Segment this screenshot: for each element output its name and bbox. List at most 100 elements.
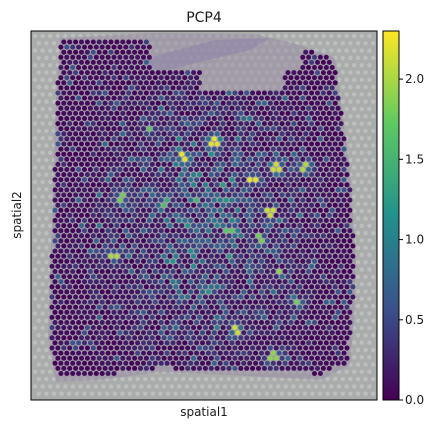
expression-spot xyxy=(247,177,253,183)
expression-spot xyxy=(155,202,161,208)
expression-spot xyxy=(276,167,282,172)
expression-spot xyxy=(270,177,276,183)
expression-spot xyxy=(250,90,256,96)
expression-spot xyxy=(132,59,138,65)
capture-dot xyxy=(371,376,376,382)
expression-spot xyxy=(114,110,120,116)
capture-dot xyxy=(336,48,342,53)
expression-spot xyxy=(99,116,105,121)
expression-spot xyxy=(264,228,270,234)
expression-spot xyxy=(114,151,120,157)
expression-spot xyxy=(173,100,179,106)
expression-spot xyxy=(288,116,294,121)
expression-spot xyxy=(320,59,326,65)
capture-dot xyxy=(124,384,129,389)
expression-spot xyxy=(276,187,282,193)
expression-spot xyxy=(96,80,102,86)
expression-spot xyxy=(185,131,191,137)
expression-spot xyxy=(84,294,90,300)
expression-spot xyxy=(99,146,105,152)
expression-spot xyxy=(341,258,347,264)
expression-spot xyxy=(76,156,82,162)
expression-spot xyxy=(99,177,105,183)
expression-spot xyxy=(235,320,241,325)
expression-spot xyxy=(55,100,61,106)
expression-spot xyxy=(173,233,179,239)
expression-spot xyxy=(250,100,256,106)
expression-spot xyxy=(64,156,70,162)
expression-spot xyxy=(132,274,138,280)
expression-spot xyxy=(261,121,267,127)
expression-spot xyxy=(217,299,223,305)
expression-spot xyxy=(149,131,155,137)
capture-dot xyxy=(89,391,95,396)
expression-spot xyxy=(317,309,323,315)
expression-spot xyxy=(208,243,214,249)
expression-spot xyxy=(120,284,126,290)
expression-spot xyxy=(129,187,135,193)
expression-spot xyxy=(82,330,87,336)
expression-spot xyxy=(129,65,135,70)
expression-spot xyxy=(261,325,267,331)
expression-spot xyxy=(214,90,220,96)
expression-spot xyxy=(264,136,270,142)
capture-dot xyxy=(359,252,364,258)
expression-spot xyxy=(102,294,108,300)
expression-spot xyxy=(76,238,82,244)
expression-spot xyxy=(108,335,114,341)
expression-spot xyxy=(58,75,64,81)
expression-spot xyxy=(73,314,79,320)
expression-spot xyxy=(250,223,256,229)
expression-spot xyxy=(158,167,164,172)
expression-spot xyxy=(111,238,117,244)
expression-spot xyxy=(117,65,123,70)
expression-spot xyxy=(126,110,132,116)
expression-spot xyxy=(111,320,117,325)
expression-spot xyxy=(188,177,194,183)
capture-dot xyxy=(279,391,285,396)
capture-dot xyxy=(268,384,273,389)
expression-spot xyxy=(194,116,200,121)
expression-spot xyxy=(70,218,76,223)
capture-dot xyxy=(165,376,171,382)
expression-spot xyxy=(126,39,132,45)
capture-dot xyxy=(32,194,38,199)
expression-spot xyxy=(164,105,170,111)
capture-dot xyxy=(355,318,361,323)
expression-spot xyxy=(176,146,182,152)
expression-spot xyxy=(117,238,123,244)
expression-spot xyxy=(87,309,93,315)
expression-spot xyxy=(317,105,323,111)
expression-spot xyxy=(261,202,267,208)
expression-spot xyxy=(259,248,264,254)
expression-spot xyxy=(256,274,261,280)
expression-spot xyxy=(76,207,82,213)
expression-spot xyxy=(226,335,232,341)
expression-spot xyxy=(335,136,341,142)
expression-spot xyxy=(170,320,176,325)
expression-spot xyxy=(123,228,129,234)
expression-spot xyxy=(138,192,143,198)
expression-spot xyxy=(214,223,220,229)
capture-dot xyxy=(36,362,41,367)
expression-spot xyxy=(235,187,241,193)
expression-spot xyxy=(76,279,82,285)
expression-spot xyxy=(96,172,102,178)
expression-spot xyxy=(191,202,197,208)
capture-dot xyxy=(298,384,304,389)
expression-spot xyxy=(170,187,176,193)
expression-spot xyxy=(288,238,294,244)
expression-spot xyxy=(232,110,238,116)
expression-spot xyxy=(338,335,344,341)
capture-dot xyxy=(234,376,239,382)
capture-dot xyxy=(348,157,353,163)
expression-spot xyxy=(179,70,185,76)
expression-spot xyxy=(205,126,211,132)
expression-spot xyxy=(323,309,329,315)
expression-spot xyxy=(197,335,202,341)
expression-spot xyxy=(297,284,303,290)
expression-spot xyxy=(126,314,132,320)
expression-spot xyxy=(306,177,312,183)
expression-spot xyxy=(158,207,164,213)
expression-spot xyxy=(176,279,182,285)
